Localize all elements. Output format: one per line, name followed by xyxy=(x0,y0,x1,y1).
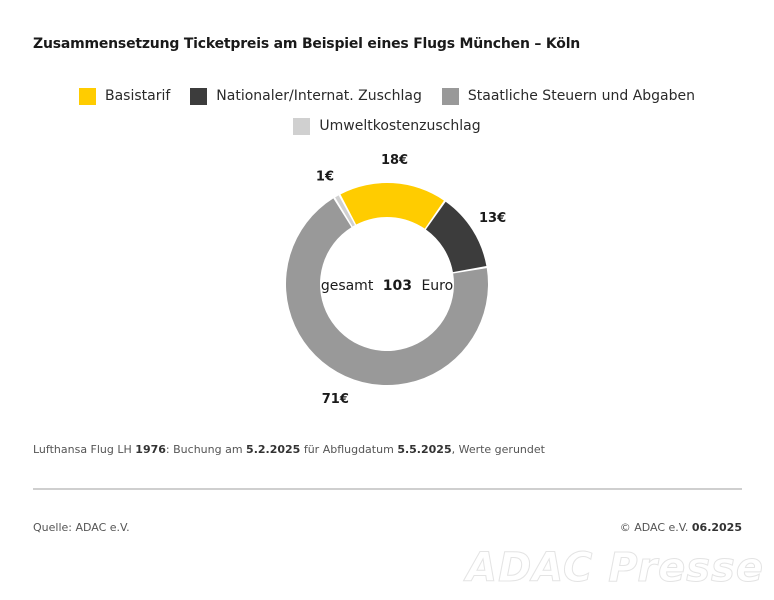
footnote-flight: 1976 xyxy=(135,443,166,456)
legend-swatch-steuern xyxy=(441,87,459,105)
copyright: © ADAC e.V. 06.2025 xyxy=(620,521,742,534)
legend-item-zuschlag: Nationaler/Internat. Zuschlag xyxy=(190,87,422,105)
donut-center-label: gesamt 103 Euro xyxy=(321,278,453,294)
legend-label-umwelt: Umweltkostenzuschlag xyxy=(319,118,481,134)
legend-swatch-umwelt xyxy=(293,117,311,135)
chart-title: Zusammensetzung Ticketpreis am Beispiel … xyxy=(33,36,581,52)
footnote-text-2: : Buchung am xyxy=(165,443,247,456)
legend-item-steuern: Staatliche Steuern und Abgaben xyxy=(441,87,696,105)
watermark-logo: ADAC Presse xyxy=(466,545,764,592)
slice-zuschlag xyxy=(425,201,487,273)
value-label-basistarif: 18€ xyxy=(381,153,408,168)
footnote-booking-date: 5.2.2025 xyxy=(246,443,301,456)
footnote-text-3: für Abflugdatum xyxy=(300,443,398,456)
copyright-text: © ADAC e.V. xyxy=(619,521,692,534)
legend-label-steuern: Staatliche Steuern und Abgaben xyxy=(467,88,696,104)
center-prefix: gesamt xyxy=(321,278,374,294)
legend-label-basistarif: Basistarif xyxy=(104,88,171,104)
legend-label-zuschlag: Nationaler/Internat. Zuschlag xyxy=(216,88,422,104)
legend-item-umwelt: Umweltkostenzuschlag xyxy=(293,117,481,135)
footnote: Lufthansa Flug LH 1976: Buchung am 5.2.2… xyxy=(33,443,545,456)
donut-slices xyxy=(285,182,488,385)
value-label-zuschlag: 13€ xyxy=(479,211,506,226)
legend: Basistarif Nationaler/Internat. Zuschlag… xyxy=(0,86,774,146)
legend-row-1: Basistarif Nationaler/Internat. Zuschlag… xyxy=(0,86,774,106)
footnote-text-4: , Werte gerundet xyxy=(451,443,545,456)
slice-steuern xyxy=(285,198,488,385)
center-suffix: Euro xyxy=(421,278,453,294)
source: Quelle: ADAC e.V. xyxy=(33,521,130,534)
divider xyxy=(33,488,742,490)
legend-swatch-zuschlag xyxy=(190,87,208,105)
value-label-steuern: 71€ xyxy=(322,392,349,407)
value-label-umwelt: 1€ xyxy=(316,169,334,184)
legend-swatch-basistarif xyxy=(78,87,96,105)
legend-row-2: Umweltkostenzuschlag xyxy=(0,116,774,136)
slice-basistarif xyxy=(340,182,444,229)
footnote-text-1: Lufthansa Flug LH xyxy=(33,443,136,456)
footnote-departure-date: 5.5.2025 xyxy=(397,443,452,456)
center-value: 103 xyxy=(383,278,412,294)
donut-value-labels: 18€ 13€ 71€ 1€ xyxy=(316,153,506,407)
slice-umwelt xyxy=(335,195,355,227)
legend-item-basistarif: Basistarif xyxy=(78,87,171,105)
copyright-date: 06.2025 xyxy=(691,521,742,534)
